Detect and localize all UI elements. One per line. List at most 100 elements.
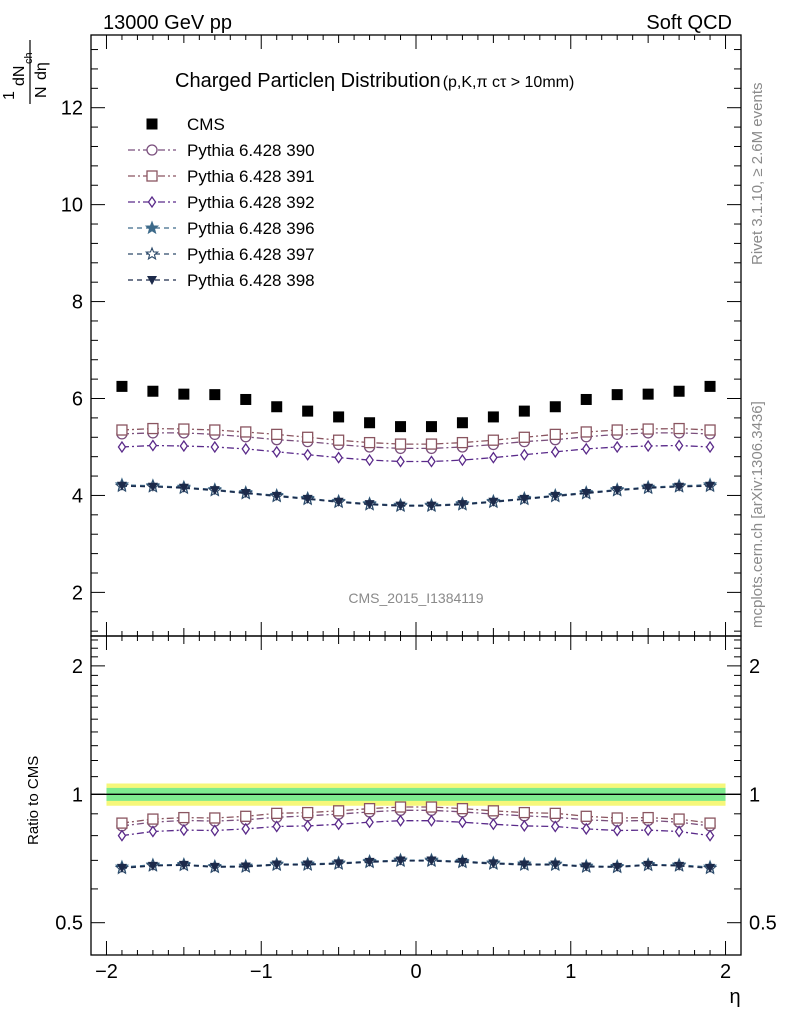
ratio-point	[148, 825, 158, 838]
y-tick-label: 10	[61, 195, 83, 217]
data-point	[271, 401, 283, 413]
data-point	[673, 422, 685, 435]
data-point	[178, 423, 190, 435]
title-main: Charged Particleη Distribution	[175, 70, 441, 92]
data-point	[363, 436, 376, 449]
title-sub: (p,K,π cτ > 10mm)	[443, 74, 575, 91]
data-point	[209, 486, 220, 496]
x-tick-label: 1	[565, 961, 576, 983]
data-point	[520, 448, 529, 461]
ratio-point	[302, 806, 314, 819]
ratio-point	[332, 805, 345, 817]
data-point	[302, 494, 313, 504]
data-point	[148, 439, 158, 452]
data-point	[240, 426, 252, 438]
ratio-point	[673, 813, 685, 825]
legend-item: Pythia 6.428 396	[128, 219, 315, 238]
ratio-point	[116, 863, 127, 873]
ratio-point	[488, 859, 499, 869]
y-label-deta: dη	[33, 62, 50, 80]
data-point	[302, 405, 314, 417]
data-point	[209, 424, 221, 436]
data-point	[705, 481, 716, 491]
data-point	[518, 431, 530, 443]
series-pythia-390	[116, 427, 716, 455]
data-point	[303, 448, 312, 461]
ratio-point	[642, 811, 654, 824]
data-point	[581, 442, 591, 456]
ratio-point	[178, 811, 190, 824]
ratio-point	[364, 857, 375, 867]
ratio-y-label: Ratio to CMS	[25, 756, 42, 845]
ratio-point	[271, 807, 283, 819]
data-point	[518, 405, 530, 417]
ratio-point	[581, 862, 592, 872]
ratio-point	[674, 825, 684, 838]
legend-item: Pythia 6.428 397	[128, 245, 315, 264]
rivet-label: Rivet 3.1.10, ≥ 2.6M events	[749, 83, 766, 266]
data-point	[673, 385, 685, 397]
ratio-point	[489, 818, 498, 831]
ratio-tick-label: 2	[72, 656, 83, 678]
ratio-point	[612, 824, 622, 837]
ratio-point	[426, 856, 437, 866]
data-point	[458, 453, 467, 467]
data-point	[178, 388, 190, 400]
series-pythia-392	[117, 439, 715, 468]
ratio-point	[396, 814, 405, 827]
data-point	[426, 501, 437, 511]
legend-label: CMS	[187, 115, 225, 134]
ratio-point	[209, 862, 220, 872]
ratio-series-390	[116, 804, 716, 832]
data-point	[147, 422, 159, 435]
ratio-point	[550, 860, 561, 870]
legend-item: Pythia 6.428 398	[128, 271, 315, 290]
series-line	[121, 444, 711, 463]
legend-marker	[146, 144, 158, 156]
data-point	[489, 451, 498, 464]
x-tick-label: 2	[720, 961, 731, 983]
ratio-tick-label-right: 2	[749, 656, 760, 678]
data-point	[334, 451, 343, 464]
ratio-point	[612, 862, 623, 872]
ratio-point	[580, 810, 592, 822]
watermark: CMS_2015_I1384119	[348, 590, 483, 606]
data-point	[333, 411, 345, 423]
y-tick-label: 12	[61, 98, 83, 120]
ratio-point	[456, 802, 469, 815]
data-point	[395, 421, 407, 433]
data-point	[241, 442, 251, 456]
series-pythia-396	[114, 477, 718, 512]
data-point	[365, 453, 374, 467]
data-point	[117, 440, 127, 454]
data-point	[425, 438, 438, 450]
x-tick-label: −1	[250, 961, 273, 983]
ratio-point	[705, 829, 715, 842]
data-point	[240, 489, 251, 499]
ratio-point	[643, 823, 653, 837]
ratio-point	[611, 812, 623, 824]
legend-label: Pythia 6.428 396	[187, 219, 315, 238]
ratio-point	[427, 814, 436, 827]
legend-item: Pythia 6.428 392	[128, 193, 315, 212]
data-point	[457, 500, 468, 510]
source-label: mcplots.cern.ch [arXiv:1306.3436]	[749, 401, 766, 628]
ratio-point	[178, 860, 189, 870]
ratio-point	[334, 818, 343, 831]
data-point	[425, 421, 437, 433]
ratio-tick-label-right: 1	[749, 784, 760, 806]
ratio-point	[581, 822, 591, 836]
ratio-point	[394, 801, 407, 813]
ratio-point	[643, 860, 654, 870]
data-point	[240, 393, 252, 405]
ratio-point	[425, 801, 438, 813]
header-left: 13000 GeV pp	[103, 12, 232, 34]
legend-marker	[146, 170, 158, 182]
ratio-point	[147, 813, 159, 825]
ratio-point	[271, 860, 282, 870]
ratio-point	[210, 824, 220, 837]
y-label-ch: ch	[23, 52, 35, 64]
data-point	[116, 380, 128, 392]
legend-label: Pythia 6.428 392	[187, 193, 315, 212]
